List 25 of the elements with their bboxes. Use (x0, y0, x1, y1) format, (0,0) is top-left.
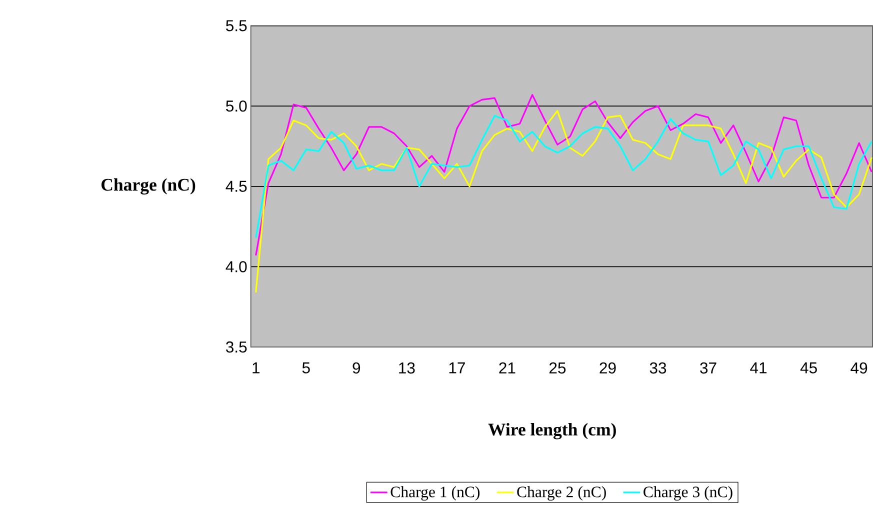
x-tick-label: 17 (449, 362, 465, 374)
legend-label: Charge 1 (nC) (390, 486, 480, 501)
line-series (255, 115, 872, 239)
line-series (255, 94, 872, 256)
x-tick-label: 1 (252, 362, 260, 374)
x-tick-label: 21 (499, 362, 516, 374)
x-tick-label: 13 (399, 362, 415, 374)
x-axis-title: Wire length (cm) (488, 423, 616, 440)
legend-label: Charge 2 (nC) (517, 486, 606, 501)
y-tick-label: 4.0 (226, 261, 247, 272)
x-tick-label: 25 (549, 362, 566, 374)
y-axis-title: Charge (nC) (101, 178, 196, 195)
y-tick-label: 4.5 (226, 181, 247, 192)
x-tick-label: 41 (750, 362, 767, 374)
x-tick-label: 5 (302, 362, 310, 374)
y-tick-label: 3.5 (226, 342, 247, 353)
x-tick-label: 9 (352, 362, 360, 374)
x-tick-label: 29 (600, 362, 616, 374)
y-tick-label: 5.5 (226, 20, 247, 32)
y-tick-label: 5.0 (226, 100, 247, 112)
x-tick-label: 45 (800, 362, 817, 374)
x-tick-label: 49 (850, 362, 868, 374)
x-tick-label: 33 (650, 362, 666, 374)
x-tick-label: 37 (700, 362, 716, 374)
legend-label: Charge 3 (nC) (644, 486, 732, 501)
